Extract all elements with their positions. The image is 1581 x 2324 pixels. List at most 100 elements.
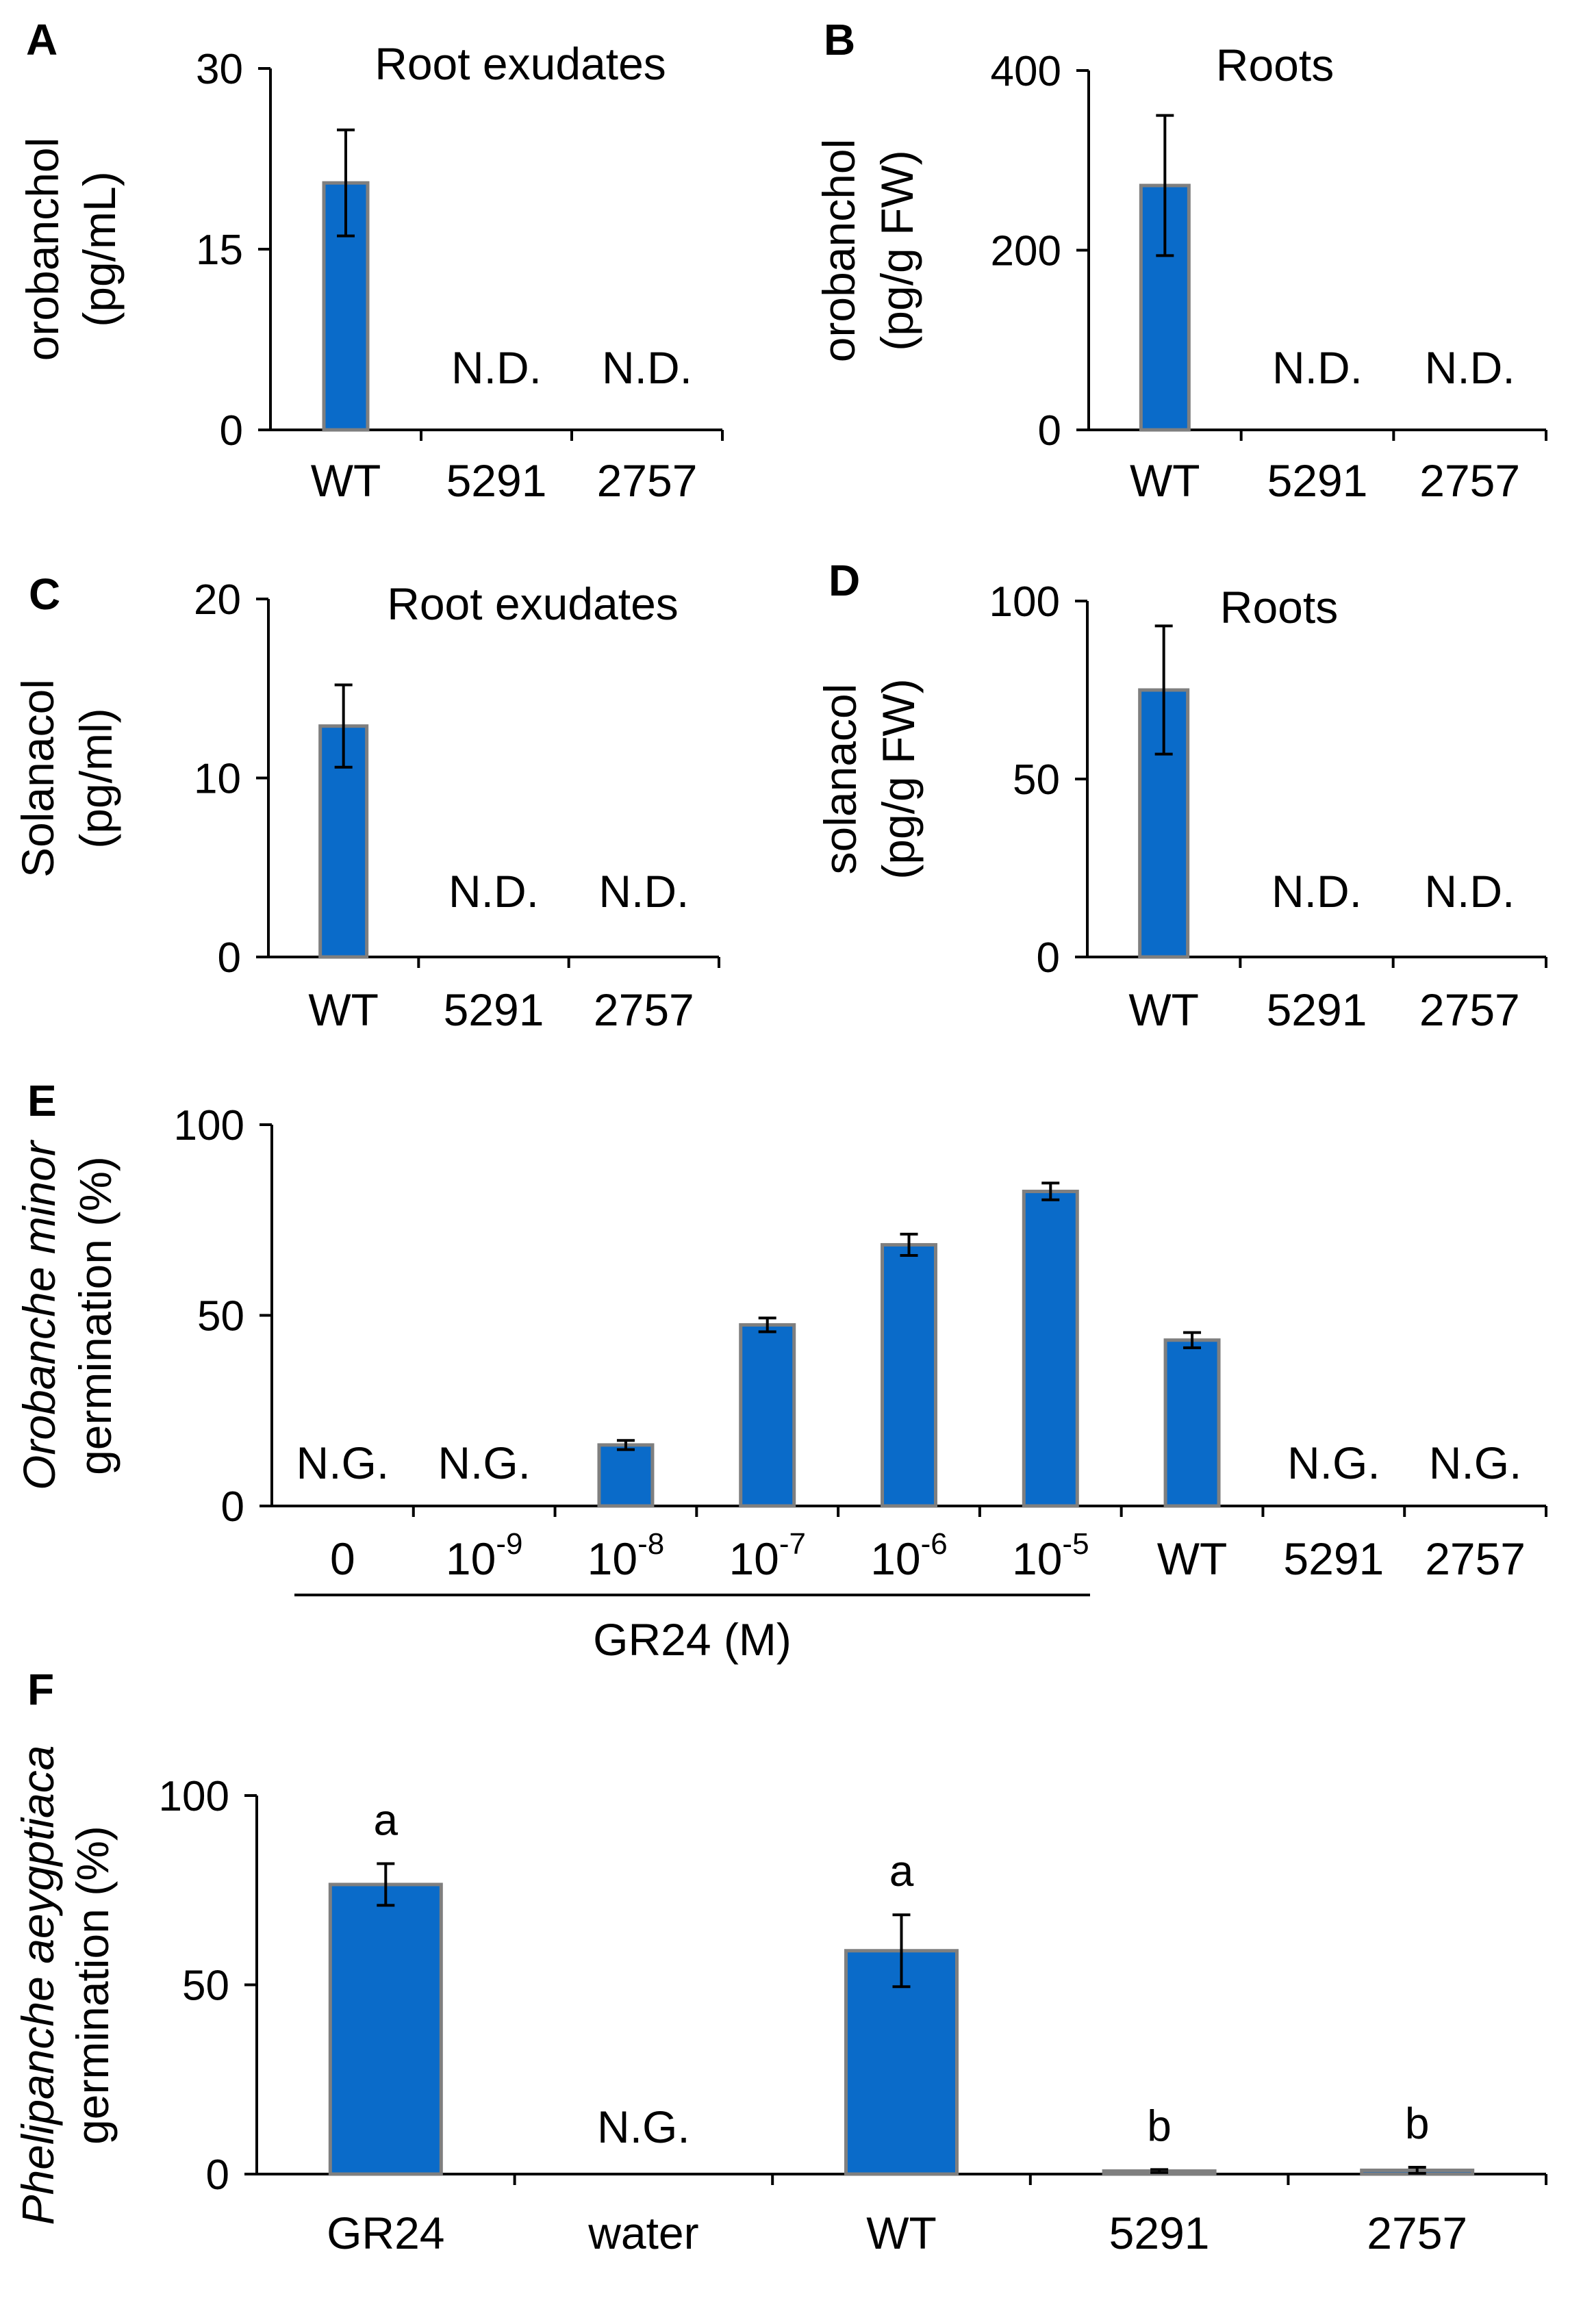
y-tick-label: 0 xyxy=(206,2151,229,2199)
category-label: GR24 xyxy=(327,2208,444,2258)
y-axis-label: germination (%) xyxy=(67,1826,118,2145)
not-detected-label: N.D. xyxy=(602,342,692,393)
y-tick-label: 0 xyxy=(220,407,243,455)
panel-letter-e: E xyxy=(27,1076,57,1125)
error-bar xyxy=(758,1316,776,1333)
not-detected-label: N.D. xyxy=(1272,866,1362,917)
panel-e: E 0 50 100 Orobanche minor germination (%) N.G… xyxy=(14,1076,1547,1665)
bar-10 xyxy=(597,1443,655,1508)
y-tick-label: 100 xyxy=(159,1773,229,1820)
y-axis-label: Phelipanche aeygptiaca xyxy=(12,1746,63,2225)
category-label: 10-7 xyxy=(729,1527,806,1584)
y-tick-label: 0 xyxy=(221,1483,244,1531)
y-axis-label: Solanacol xyxy=(12,679,63,878)
y-tick-label: 50 xyxy=(1013,756,1060,804)
error-bar xyxy=(377,1862,395,1907)
y-tick-label: 100 xyxy=(989,578,1060,626)
not-detected-label: N.G. xyxy=(1287,1438,1380,1488)
not-detected-label: N.G. xyxy=(296,1438,390,1488)
panel-letter-b: B xyxy=(824,15,855,64)
y-axis-label: (pg/g FW) xyxy=(873,678,924,879)
y-tick-label: 20 xyxy=(194,576,241,624)
not-detected-label: N.G. xyxy=(438,1438,531,1488)
bar-GR24 xyxy=(328,1882,443,2176)
not-detected-label: N.D. xyxy=(451,342,542,393)
y-axis-label: (pg/ml) xyxy=(71,708,121,848)
not-detected-label: N.D. xyxy=(1272,342,1363,393)
category-label: 5291 xyxy=(1109,2208,1210,2258)
panel-letter-a: A xyxy=(26,15,58,64)
panel-letter-f: F xyxy=(27,1665,54,1714)
y-tick-label: 200 xyxy=(991,228,1061,275)
category-label: 5291 xyxy=(1267,984,1367,1035)
y-axis-label: Orobanche minor xyxy=(14,1139,64,1490)
category-label: 2757 xyxy=(1419,984,1520,1035)
error-bar xyxy=(1183,1331,1202,1349)
category-label: 10-8 xyxy=(587,1527,665,1584)
category-label: 5291 xyxy=(444,984,544,1035)
category-label: 10-5 xyxy=(1012,1527,1089,1584)
error-bar xyxy=(1156,114,1174,257)
bar-10 xyxy=(1022,1189,1079,1508)
category-label: WT xyxy=(308,984,379,1035)
not-detected-label: N.D. xyxy=(1424,866,1515,917)
group-label: GR24 (M) xyxy=(593,1614,792,1665)
panel-letter-c: C xyxy=(29,570,60,619)
error-bar xyxy=(1408,2166,1426,2175)
significance-label: a xyxy=(374,1796,399,1845)
bar-WT xyxy=(1138,688,1190,959)
category-label: WT xyxy=(1130,455,1200,506)
error-bar xyxy=(1150,2168,1169,2174)
category-label: 2757 xyxy=(1419,455,1520,506)
chart-title: Root exudates xyxy=(387,578,679,629)
error-bar xyxy=(334,683,353,769)
error-bar xyxy=(892,1913,911,1989)
error-bar xyxy=(616,1439,635,1451)
not-detected-label: N.D. xyxy=(1425,342,1515,393)
bar-WT xyxy=(844,1949,959,2176)
chart-title: Roots xyxy=(1216,40,1334,90)
y-tick-label: 10 xyxy=(194,756,241,803)
bar-WT xyxy=(1163,1338,1221,1508)
y-axis-label: (pg/mL) xyxy=(74,171,125,327)
chart-title: Roots xyxy=(1220,582,1338,633)
category-label: 0 xyxy=(330,1533,355,1584)
category-label: 10-6 xyxy=(870,1527,948,1584)
bar-10 xyxy=(739,1323,796,1508)
category-label: WT xyxy=(1128,984,1199,1035)
category-label: water xyxy=(587,2208,698,2258)
category-label: 2757 xyxy=(1425,1533,1526,1584)
y-tick-label: 50 xyxy=(182,1963,229,2010)
significance-label: b xyxy=(1147,2101,1172,2150)
y-axis-label: germination (%) xyxy=(70,1156,121,1475)
y-axis-label: orobanchol xyxy=(17,138,68,361)
y-tick-label: 400 xyxy=(991,48,1061,95)
category-label: 2757 xyxy=(597,455,698,506)
category-label: 5291 xyxy=(446,455,547,506)
category-label: WT xyxy=(311,455,381,506)
y-axis-label: orobanchol xyxy=(813,139,864,363)
error-bar xyxy=(1041,1182,1060,1201)
y-tick-label: 15 xyxy=(196,227,243,274)
error-bar xyxy=(900,1232,918,1257)
y-tick-label: 0 xyxy=(218,934,241,982)
y-tick-label: 0 xyxy=(1038,407,1061,455)
y-tick-label: 30 xyxy=(196,46,243,93)
category-label: 10-9 xyxy=(446,1527,523,1584)
y-tick-label: 50 xyxy=(197,1293,244,1340)
panel-d: D Roots 0 50 100 solanacol (pg/g FW) WT N.D. 5291… xyxy=(815,556,1547,1035)
panel-letter-d: D xyxy=(829,556,860,605)
y-axis-label: solanacol xyxy=(815,684,865,875)
category-label: 5291 xyxy=(1267,455,1368,506)
not-detected-label: N.D. xyxy=(448,866,539,917)
not-detected-label: N.G. xyxy=(597,2102,690,2152)
significance-label: a xyxy=(889,1846,914,1895)
category-label: 5291 xyxy=(1283,1533,1384,1584)
chart-title: Root exudates xyxy=(375,38,666,89)
category-label: 2757 xyxy=(1367,2208,1467,2258)
error-bar xyxy=(1154,624,1173,756)
panel-f: F 0 50 100 Phelipanche aeygptiaca germination… xyxy=(12,1665,1547,2258)
panel-a: A Root exudates 0 15 30 orobanchol (pg/mL) WT N.… xyxy=(17,15,724,506)
y-tick-label: 100 xyxy=(174,1102,244,1149)
